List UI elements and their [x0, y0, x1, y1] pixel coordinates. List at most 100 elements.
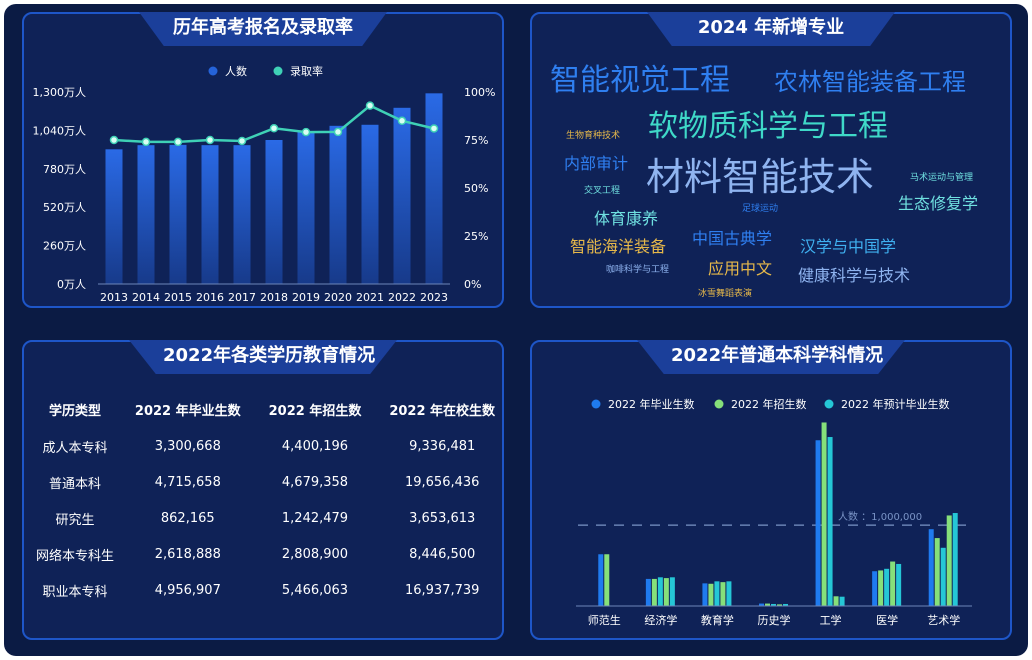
bar-2015	[169, 144, 187, 284]
major-word: 生物育种技术	[566, 131, 621, 141]
table-row: 普通本科 4,715,658 4,679,358 19,656,436	[30, 464, 510, 500]
bar-医学	[890, 561, 896, 606]
table-row: 研究生 862,165 1,242,479 3,653,613	[30, 500, 510, 536]
enrollment-panel: 历年高考报名及录取率 人数 录取率 0万人 260万人 520万人 780万人 1,040万…	[22, 12, 504, 308]
x-tick: 2021	[356, 291, 384, 304]
legend-swatch-bar	[208, 66, 218, 76]
rate-point-2020	[333, 127, 343, 137]
rate-point-2013	[109, 135, 119, 145]
bar-教育学	[726, 581, 732, 606]
education-table: 学历类型 2022 年毕业生数 2022 年招生数 2022 年在校生数 成人本…	[30, 390, 510, 608]
x-tick: 工学	[820, 613, 842, 627]
bar-教育学	[720, 582, 726, 606]
major-word: 内部审计	[564, 154, 629, 173]
table-cell: 5,466,063	[281, 582, 349, 598]
bar-2021	[361, 124, 379, 284]
table-cell: 4,400,196	[281, 438, 349, 454]
major-word: 足球运动	[742, 204, 779, 214]
table-cell: 862,165	[160, 510, 215, 526]
y-tick-right: 75%	[464, 134, 488, 147]
x-tick: 2020	[324, 291, 352, 304]
bar-师范生	[598, 554, 604, 606]
x-tick: 艺术学	[927, 613, 960, 627]
x-tick: 经济学	[644, 613, 677, 627]
bar-工学	[815, 440, 821, 606]
bar-经济学	[657, 577, 663, 606]
table-cell: 普通本科	[48, 476, 101, 492]
bar-2020	[329, 125, 347, 285]
bar-经济学	[645, 578, 651, 606]
table-header-cell: 2022 年在校生数	[389, 403, 496, 419]
major-word: 咖啡科学与工程	[606, 265, 670, 275]
majors-word-cloud: 智能视觉工程 农林智能装备工程 软物质科学与工程 生物育种技术 内部审计 材料智能技术 马术…	[532, 14, 1010, 306]
table-header-row: 学历类型 2022 年毕业生数 2022 年招生数 2022 年在校生数	[30, 390, 510, 428]
bar-艺术学	[952, 513, 958, 606]
rate-point-2023	[429, 124, 439, 133]
rate-point-2022	[397, 116, 407, 126]
bar-艺术学	[946, 515, 952, 606]
x-tick: 2013	[100, 291, 128, 304]
y-tick-left: 0万人	[57, 278, 86, 291]
major-word: 软物质科学与工程	[648, 109, 888, 144]
rate-point-2016	[205, 135, 215, 145]
major-word: 智能海洋装备	[570, 237, 667, 256]
major-word: 生态修复学	[898, 194, 979, 213]
bar-经济学	[669, 577, 675, 606]
table-header-cell: 2022 年招生数	[268, 403, 362, 419]
table-cell: 网络本专科生	[35, 548, 114, 564]
x-tick: 教育学	[701, 613, 734, 627]
bar-2017	[233, 145, 251, 284]
x-tick: 2014	[132, 291, 160, 304]
table-cell: 2,618,888	[154, 546, 221, 562]
table-cell: 2,808,900	[281, 546, 349, 562]
legend-swatch	[824, 399, 834, 409]
table-row: 职业本专科 4,956,907 5,466,063 16,937,739	[30, 572, 510, 608]
major-word: 冰雪舞蹈表演	[698, 289, 753, 299]
bar-2018	[265, 140, 283, 284]
major-word: 材料智能技术	[646, 155, 875, 199]
x-tick: 2018	[260, 291, 288, 304]
rate-point-2018	[269, 124, 279, 133]
table-cell: 成人本专科	[42, 440, 108, 456]
rate-point-2015	[173, 137, 183, 147]
table-cell: 19,656,436	[404, 474, 480, 490]
x-tick: 2023	[420, 291, 448, 304]
rate-point-2019	[301, 127, 311, 137]
major-word: 体育康养	[594, 209, 659, 228]
legend-swatch	[591, 399, 601, 409]
bar-医学	[872, 571, 878, 606]
rate-point-2014	[141, 137, 151, 147]
y-tick-left: 260万人	[43, 240, 86, 253]
legend-swatch-line	[273, 66, 283, 76]
bar-师范生	[604, 554, 610, 606]
reference-line-label: 人数 ：1,000,000	[838, 510, 922, 523]
major-word: 农林智能装备工程	[774, 68, 966, 96]
bar-2022	[393, 107, 411, 285]
legend-swatch	[714, 399, 724, 409]
table-cell: 4,956,907	[154, 582, 221, 598]
y-tick-right: 0%	[464, 278, 481, 291]
bar-2016	[201, 145, 219, 284]
disciplines-panel-title: 2022年普通本科学科情况	[637, 340, 905, 374]
enrollment-panel-title: 历年高考报名及录取率	[139, 12, 387, 46]
y-tick-left: 1,040万人	[33, 124, 87, 137]
major-word: 智能视觉工程	[550, 63, 730, 98]
legend-label-line: 录取率	[290, 64, 323, 78]
table-row: 成人本专科 3,300,668 4,400,196 9,336,481	[30, 428, 510, 464]
bar-2019	[297, 131, 315, 284]
bar-医学	[896, 563, 902, 606]
y-tick-left: 520万人	[43, 201, 86, 214]
bar-艺术学	[934, 538, 940, 606]
bar-2013	[105, 149, 123, 284]
dashboard-screen: 历年高考报名及录取率 人数 录取率 0万人 260万人 520万人 780万人 1,040万…	[4, 4, 1028, 656]
enrollment-chart: 人数 录取率 0万人 260万人 520万人 780万人 1,040万人 1,300万人 0% 2…	[33, 64, 496, 304]
majors-panel-title: 2024 年新增专业	[647, 12, 895, 46]
y-tick-right: 50%	[464, 182, 488, 195]
major-word: 交叉工程	[584, 186, 621, 196]
y-tick-left: 780万人	[43, 163, 86, 176]
y-tick-right: 100%	[464, 86, 495, 99]
disciplines-panel: 2022年普通本科学科情况 2022 年毕业生数 2022 年招生数 2022 年预…	[530, 340, 1012, 640]
bar-工学	[833, 596, 839, 606]
table-cell: 职业本专科	[42, 584, 108, 600]
